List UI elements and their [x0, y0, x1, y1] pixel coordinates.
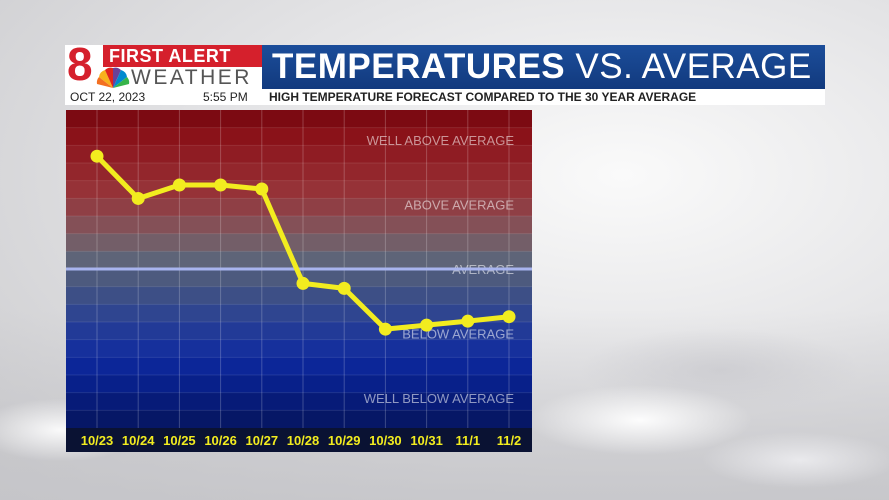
background-band [66, 251, 532, 270]
data-point [502, 310, 516, 324]
data-point [337, 281, 351, 295]
background-band [66, 375, 532, 394]
subtitle: HIGH TEMPERATURE FORECAST COMPARED TO TH… [269, 90, 697, 104]
station-logo: 8 FIRST ALERT WEATHER [65, 39, 262, 89]
background-band [66, 198, 532, 217]
date-label: OCT 22, 2023 [70, 90, 146, 104]
title-rest: VS. AVERAGE [575, 47, 812, 86]
data-point [131, 191, 145, 205]
background-band [66, 357, 532, 376]
page-title: TEMPERATURES VS. AVERAGE [262, 45, 825, 89]
background-band [66, 216, 532, 235]
background-band [66, 163, 532, 182]
title-bold: TEMPERATURES [272, 47, 566, 86]
data-point [214, 178, 228, 192]
background-band [66, 304, 532, 323]
background-band [66, 339, 532, 358]
background-band [66, 392, 532, 411]
data-point [296, 276, 310, 290]
x-tick-label: 11/2 [497, 433, 522, 448]
background-band [66, 410, 532, 429]
brand-first-alert: FIRST ALERT [103, 45, 262, 67]
x-tick-label: 10/29 [328, 433, 361, 448]
x-tick-label: 10/24 [122, 433, 155, 448]
data-point [90, 149, 104, 163]
header: 8 FIRST ALERT WEATHER TEMPERATURES VS. A… [65, 39, 825, 105]
subtitle-bar: OCT 22, 2023 5:55 PM HIGH TEMPERATURE FO… [65, 89, 825, 105]
logo-number: 8 [67, 38, 93, 90]
data-point [420, 318, 434, 332]
brand-weather: WEATHER [131, 66, 252, 89]
data-point [461, 314, 475, 328]
zone-label: WELL ABOVE AVERAGE [367, 133, 515, 148]
peacock-icon [96, 67, 130, 88]
zone-label: BELOW AVERAGE [402, 327, 514, 342]
time-label: 5:55 PM [203, 90, 248, 104]
background-band [66, 233, 532, 252]
x-tick-label: 10/27 [246, 433, 279, 448]
x-tick-label: 10/28 [287, 433, 320, 448]
x-tick-label: 10/26 [204, 433, 237, 448]
x-tick-label: 10/25 [163, 433, 196, 448]
background-band [66, 127, 532, 146]
x-tick-label: 11/1 [456, 433, 481, 448]
x-axis-bar [66, 428, 532, 452]
background-band [66, 110, 532, 129]
x-tick-label: 10/31 [410, 433, 443, 448]
data-point [172, 178, 186, 192]
x-tick-label: 10/23 [81, 433, 114, 448]
background-band [66, 286, 532, 305]
background-band [66, 145, 532, 164]
x-tick-label: 10/30 [369, 433, 402, 448]
data-point [255, 182, 269, 196]
data-point [378, 322, 392, 336]
zone-label: ABOVE AVERAGE [404, 197, 514, 212]
zone-label: WELL BELOW AVERAGE [364, 391, 515, 406]
